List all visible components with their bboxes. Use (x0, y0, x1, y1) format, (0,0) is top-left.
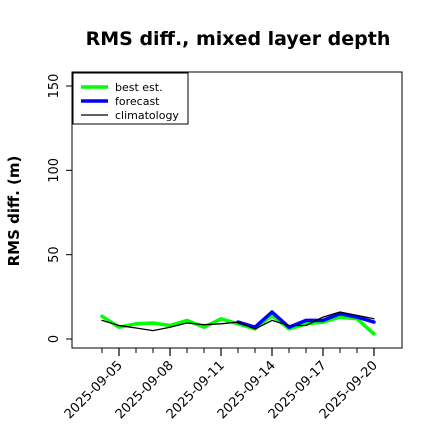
y-tick-label: 50 (47, 246, 62, 263)
y-tick-label: 150 (47, 74, 62, 99)
y-axis: 0 50 100 150 (47, 74, 72, 343)
y-tick-label: 0 (47, 335, 62, 343)
series-line-forecast (236, 310, 376, 329)
series-line-climatology (101, 311, 375, 332)
plot-frame (71, 71, 403, 349)
x-axis: 2025-09-052025-09-082025-09-112025-09-14… (62, 348, 381, 422)
legend-label: best est. (115, 81, 163, 94)
y-axis-label: RMS diff. (m) (5, 156, 23, 267)
series-layer (100, 310, 376, 336)
chart-title: RMS diff., mixed layer depth (86, 28, 391, 50)
legend-label: climatology (115, 109, 179, 122)
legend-label: forecast (115, 95, 160, 108)
y-tick-label: 100 (47, 158, 62, 183)
